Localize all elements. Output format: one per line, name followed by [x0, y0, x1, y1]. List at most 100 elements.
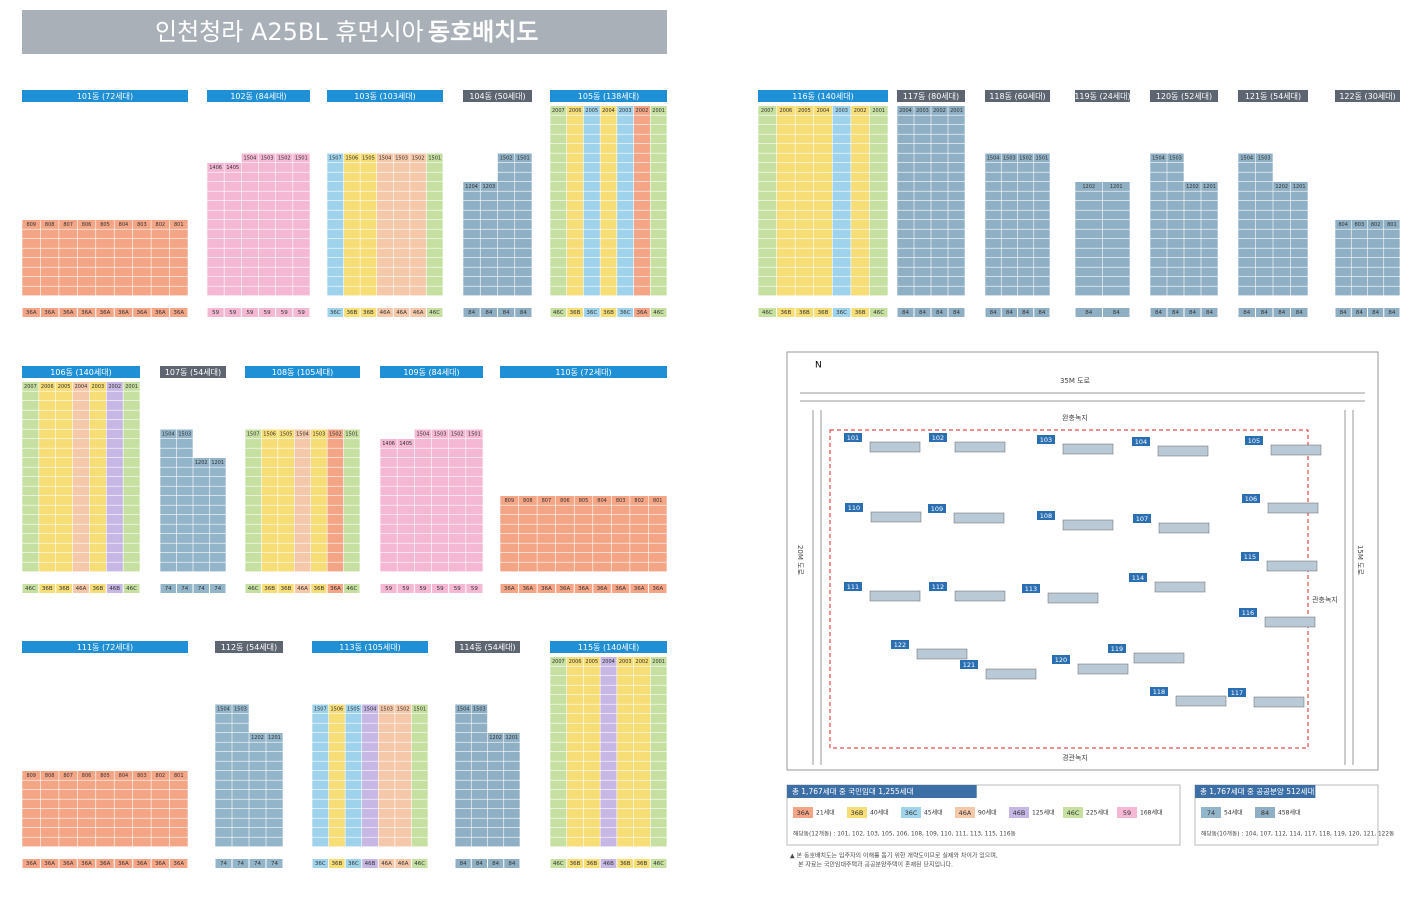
unit-cell: [123, 553, 140, 562]
unit-cell: [600, 229, 617, 239]
unit-cell: [275, 239, 293, 248]
unit-cell: [633, 714, 650, 723]
type-chip: [89, 584, 106, 593]
unit-cell: [795, 144, 814, 153]
unit-cell: [897, 267, 914, 277]
unit-cell: [56, 439, 73, 448]
unit-cell: [395, 742, 412, 752]
unit-cell: [518, 515, 537, 524]
type-label: 84: [1388, 310, 1395, 316]
unit-cell: [617, 144, 634, 153]
unit-cell: [550, 771, 567, 780]
unit-cell: [258, 153, 276, 163]
unit-cell: [1167, 229, 1184, 239]
unit-cell: [123, 467, 140, 477]
unit-cell: [630, 515, 649, 524]
type-chip: [583, 308, 600, 317]
unit-cell: [207, 258, 224, 267]
unit-cell: [1367, 258, 1384, 267]
unit-cell: [393, 172, 410, 182]
unit-cell: [633, 267, 650, 277]
unit-cell: [209, 467, 226, 477]
unit-cell: [550, 666, 567, 676]
unit-cell: [327, 258, 344, 267]
unit-cell: [555, 553, 574, 562]
unit-cell: [869, 220, 888, 229]
unit-cell: [948, 248, 965, 258]
map-building-number: 108: [1040, 512, 1052, 520]
unit-cell: [633, 771, 650, 780]
type-label: 59: [454, 586, 461, 592]
unit-cell: [22, 477, 39, 486]
unit-cell: [39, 458, 56, 467]
unit-cell: [59, 220, 78, 229]
unit-cell: [1075, 286, 1103, 296]
unit-cell: [377, 239, 393, 248]
unit-cell: [1273, 201, 1291, 210]
type-chip: [1184, 308, 1201, 317]
building-header: [500, 366, 667, 378]
unit-cell: [633, 125, 650, 134]
unit-cell: [207, 210, 224, 220]
unit-cell: [466, 553, 483, 562]
unit-cell: [555, 524, 574, 534]
unit-cell: [567, 828, 584, 837]
unit-cell: [550, 695, 567, 704]
unit-cell: [1255, 191, 1273, 201]
building-title: 113동 (105세대): [339, 643, 400, 652]
unit-cell: [393, 220, 410, 229]
unit-cell: [327, 543, 344, 553]
unit-cell: [869, 258, 888, 267]
type-label: 36A: [504, 586, 515, 592]
unit-cell: [1001, 191, 1018, 201]
unit-cell: [293, 153, 310, 163]
unit-cell: [776, 106, 795, 115]
unit-cell: [378, 742, 395, 752]
type-chip: [1103, 308, 1130, 317]
unit-cell: [1150, 172, 1167, 182]
unit-cell: [311, 467, 327, 477]
unit-top-label: 2007: [761, 108, 774, 114]
unit-cell: [232, 837, 249, 847]
unit-cell: [758, 144, 777, 153]
unit-cell: [555, 515, 574, 524]
unit-cell: [114, 248, 133, 258]
unit-top-label: 1202: [1186, 184, 1199, 190]
type-chip: [56, 584, 73, 593]
unit-cell: [160, 458, 177, 467]
unit-cell: [132, 828, 151, 837]
type-chip: [795, 308, 814, 317]
unit-cell: [1238, 267, 1256, 277]
unit-cell: [414, 515, 432, 524]
unit-top-label: 802: [1371, 222, 1381, 228]
unit-cell: [515, 286, 532, 296]
unit-cell: [22, 382, 39, 391]
unit-cell: [22, 809, 41, 818]
unit-cell: [795, 134, 814, 144]
unit-cell: [232, 790, 249, 799]
unit-cell: [515, 267, 532, 277]
unit-cell: [258, 163, 276, 172]
unit-cell: [414, 534, 432, 543]
type-label: 36A: [118, 861, 129, 867]
unit-cell: [583, 761, 600, 771]
type-label: 84: [492, 861, 499, 867]
unit-cell: [311, 477, 327, 486]
unit-cell: [583, 125, 600, 134]
unit-cell: [395, 790, 412, 799]
unit-cell: [633, 172, 650, 182]
unit-cell: [1001, 239, 1018, 248]
unit-cell: [1001, 277, 1018, 286]
unit-cell: [617, 258, 634, 267]
unit-cell: [414, 458, 432, 467]
unit-cell: [224, 239, 242, 248]
unit-cell: [1150, 229, 1167, 239]
unit-cell: [583, 742, 600, 752]
unit-cell: [207, 267, 224, 277]
unit-cell: [232, 714, 249, 723]
unit-cell: [504, 742, 520, 752]
legend-type: 36B: [851, 809, 864, 817]
type-label: 46A: [381, 861, 392, 867]
unit-cell: [266, 799, 283, 809]
type-chip: [600, 859, 617, 868]
